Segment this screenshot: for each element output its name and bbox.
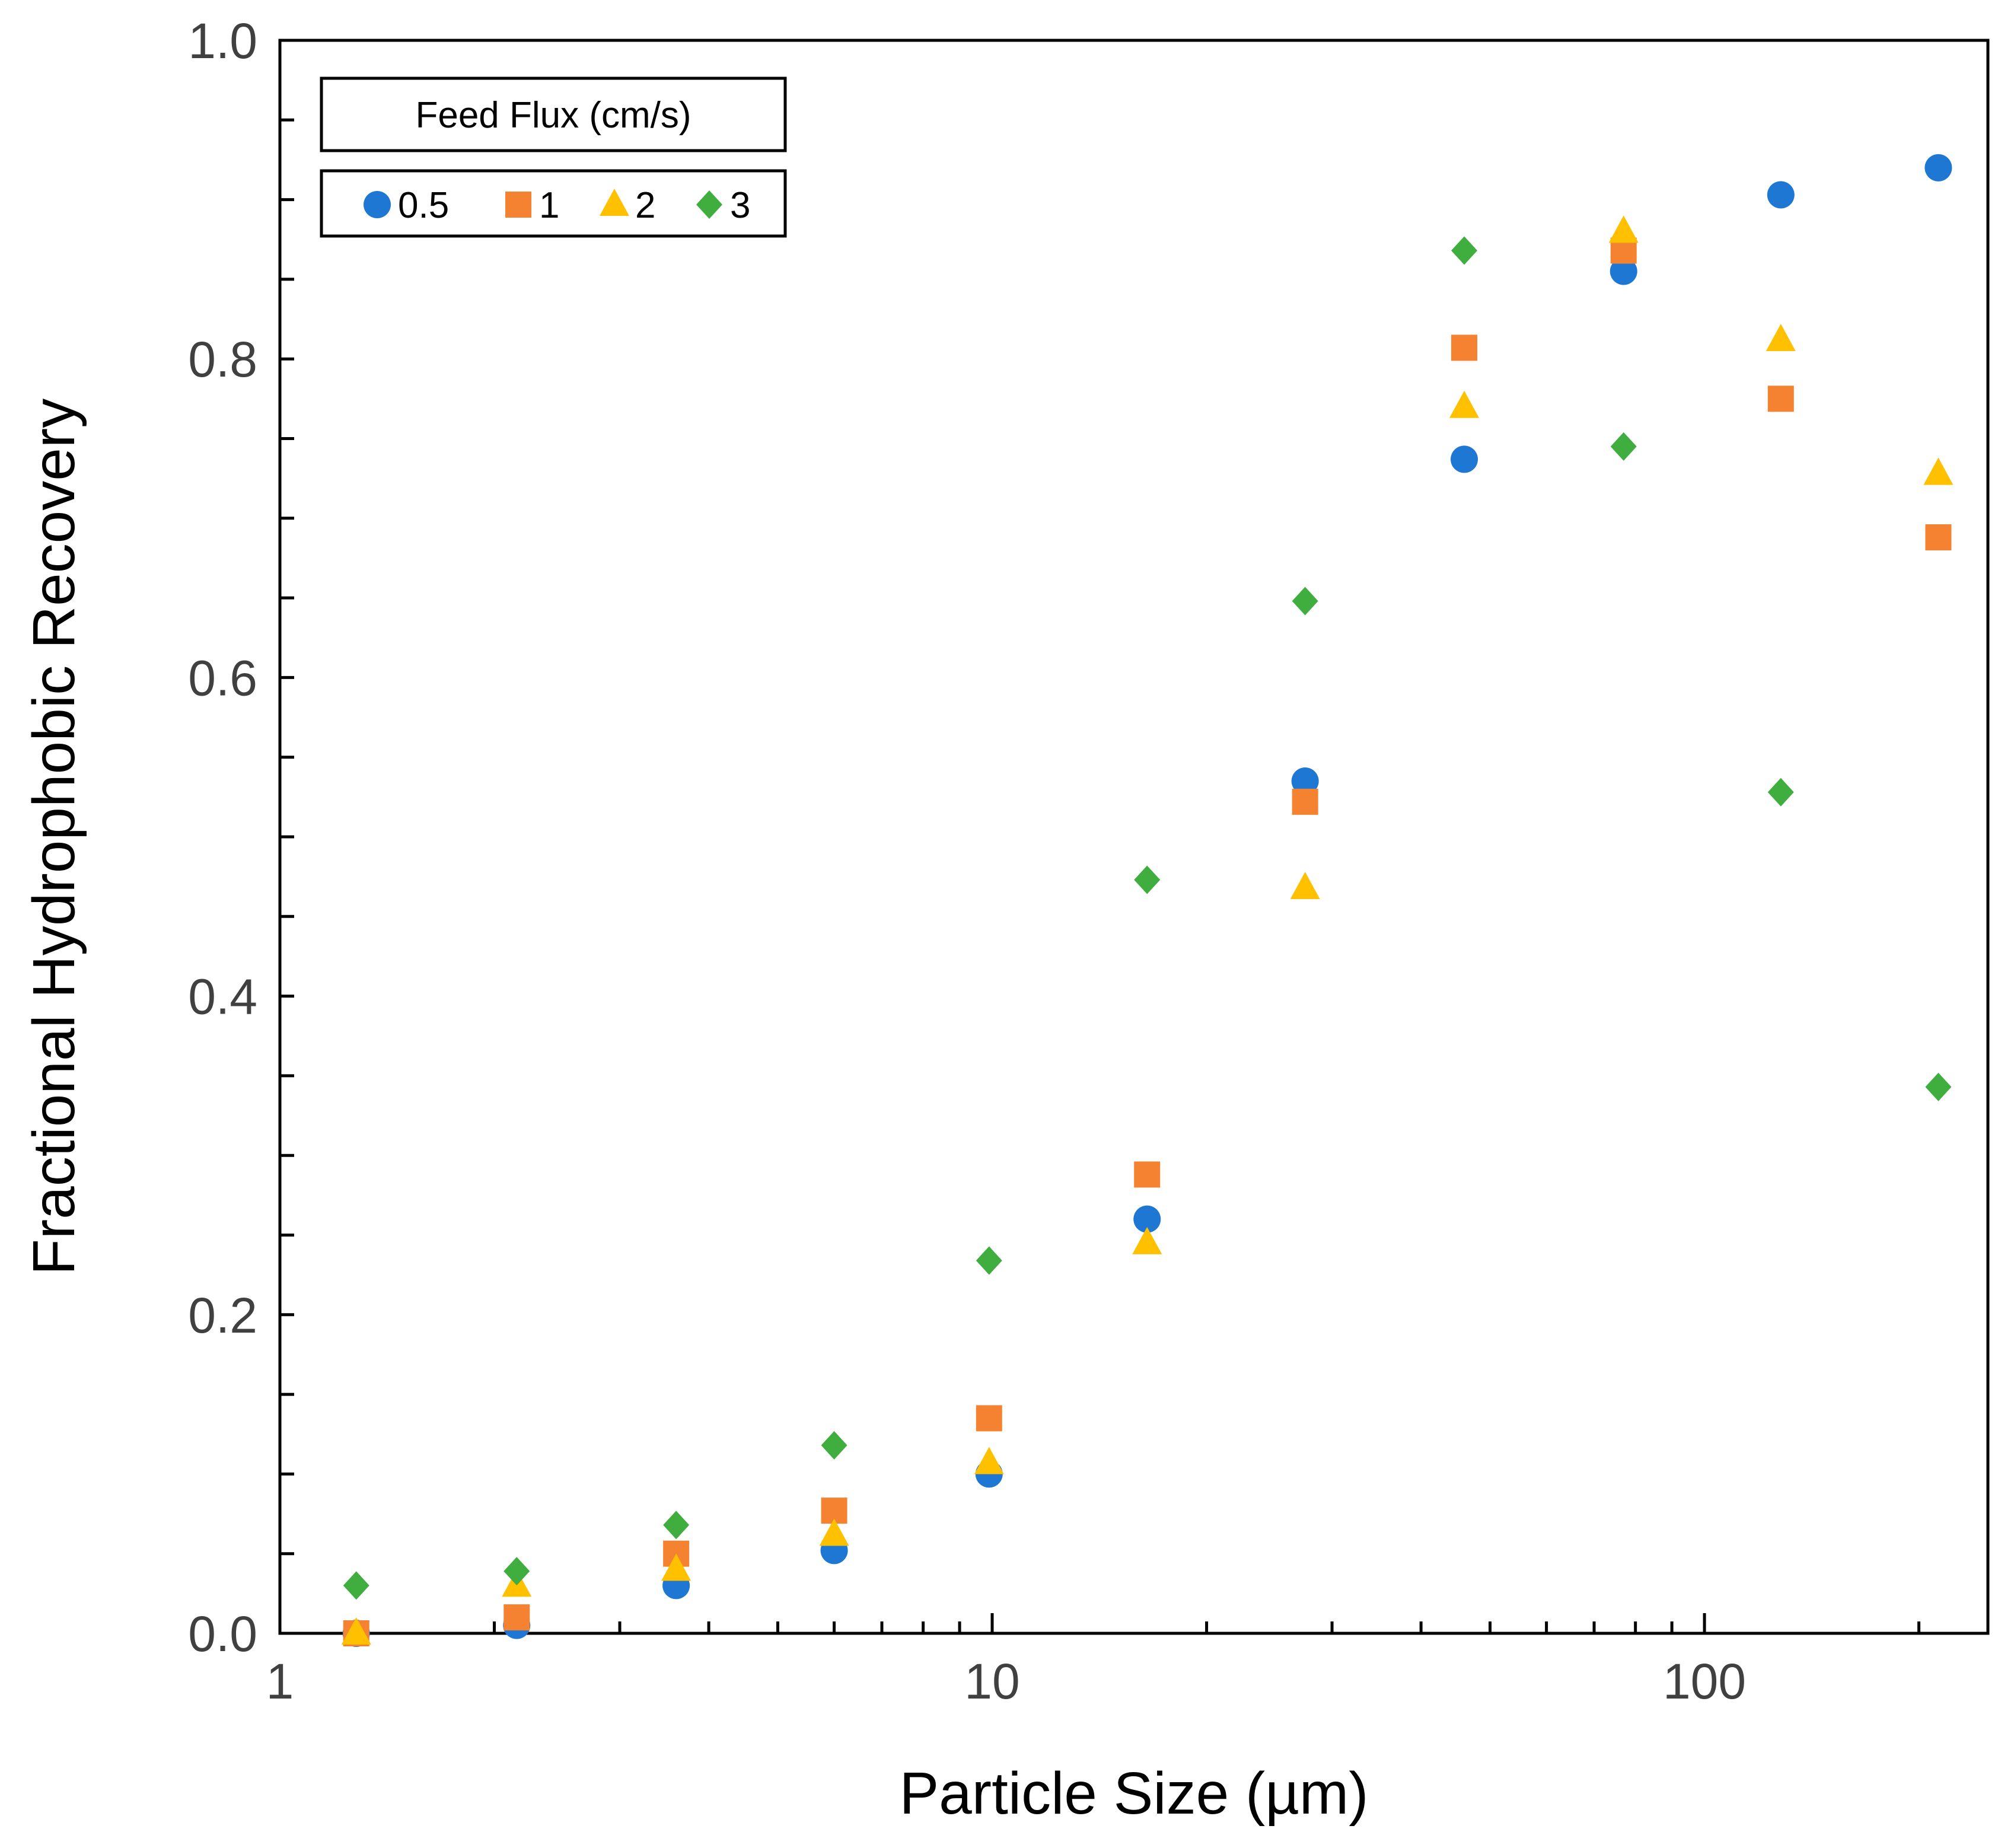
data-point-square xyxy=(976,1405,1002,1432)
data-point-diamond xyxy=(504,1557,530,1586)
y-axis-title: Fractional Hydrophobic Recovery xyxy=(21,399,87,1275)
legend-title: Feed Flux (cm/s) xyxy=(415,95,691,136)
x-tick-label: 1 xyxy=(266,1653,294,1709)
data-points xyxy=(341,154,1954,1647)
data-point-triangle xyxy=(1449,390,1480,418)
legend-entry: 0.5 xyxy=(364,185,449,226)
data-point-circle xyxy=(1451,445,1478,473)
data-point-diamond xyxy=(1451,236,1478,265)
data-point-triangle xyxy=(661,1553,691,1581)
data-point-circle xyxy=(1291,767,1319,795)
legend-entries: 0.5 1 2 3 xyxy=(364,185,750,226)
series-2 xyxy=(341,215,1954,1645)
data-point-diamond xyxy=(1134,865,1161,894)
y-tick-label: 1.0 xyxy=(188,13,257,69)
legend: Feed Flux (cm/s) 0.5 1 2 3 xyxy=(320,77,787,238)
data-point-triangle xyxy=(1132,1226,1162,1254)
data-point-circle xyxy=(1924,154,1952,181)
data-point-diamond xyxy=(663,1511,690,1540)
data-point-square xyxy=(1134,1161,1161,1188)
x-tick-label: 10 xyxy=(964,1653,1019,1709)
legend-title-box xyxy=(320,77,787,152)
data-point-square xyxy=(1451,334,1478,361)
data-point-triangle xyxy=(819,1518,849,1546)
data-point-triangle xyxy=(1766,323,1796,351)
data-point-triangle xyxy=(1608,215,1639,243)
legend-label: 3 xyxy=(730,185,750,226)
y-tick-label: 0.2 xyxy=(188,1288,257,1343)
legend-marker-diamond xyxy=(696,190,722,219)
data-point-circle xyxy=(1767,181,1795,209)
legend-label: 0.5 xyxy=(398,185,449,226)
data-point-square xyxy=(1925,524,1952,551)
data-point-diamond xyxy=(821,1431,847,1460)
data-point-square xyxy=(1292,788,1318,815)
legend-label: 1 xyxy=(539,185,559,226)
data-point-triangle xyxy=(974,1446,1004,1474)
data-point-diamond xyxy=(1767,778,1794,807)
legend-marker-square xyxy=(505,192,531,218)
y-tick-label: 0.0 xyxy=(188,1606,257,1662)
data-point-triangle xyxy=(1290,871,1320,899)
data-point-triangle xyxy=(1923,457,1954,485)
x-tick-label: 100 xyxy=(1663,1653,1746,1709)
data-point-diamond xyxy=(1610,432,1637,461)
y-tick-label: 0.8 xyxy=(188,332,257,387)
legend-entry: 2 xyxy=(600,185,655,226)
x-axis-title: Particle Size (µm) xyxy=(899,1760,1368,1827)
legend-marker-triangle xyxy=(600,189,629,216)
legend-entry: 1 xyxy=(505,185,559,226)
legend-label: 2 xyxy=(635,185,655,226)
axis-tick-labels: 0.0 0.2 0.4 0.6 0.8 1.0 1 10 100 xyxy=(188,13,1746,1709)
data-point-circle xyxy=(1133,1205,1161,1233)
y-tick-label: 0.6 xyxy=(188,650,257,706)
series-3 xyxy=(343,236,1952,1600)
y-tick-label: 0.4 xyxy=(188,969,257,1025)
legend-entry: 3 xyxy=(696,185,750,226)
axis-ticks xyxy=(278,39,1921,1635)
data-point-triangle xyxy=(341,1617,371,1645)
data-point-diamond xyxy=(1292,587,1318,616)
legend-marker-circle xyxy=(364,191,391,218)
data-point-diamond xyxy=(343,1571,369,1600)
data-point-diamond xyxy=(976,1246,1002,1275)
data-point-square xyxy=(504,1604,530,1631)
data-point-square xyxy=(1767,385,1794,412)
data-point-circle xyxy=(1610,257,1637,285)
data-point-diamond xyxy=(1925,1072,1952,1101)
plot-area-frame xyxy=(278,39,1990,1635)
